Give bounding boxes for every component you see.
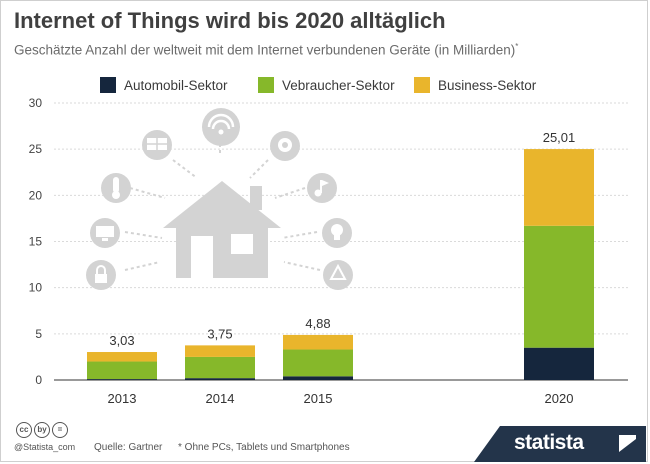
x-axis: 2013 2014 2015 2020 (108, 391, 574, 406)
recycle-icon (323, 260, 353, 290)
bar-2015-series-2 (283, 334, 353, 350)
legend-swatch-verbraucher (258, 77, 274, 93)
legend-item-automobil: Automobil-Sektor (100, 77, 228, 93)
brand-wordmark: statista (514, 431, 584, 454)
lock-icon (86, 260, 116, 290)
chart-subtitle: Geschätzte Anzahl der weltweit mit dem I… (14, 42, 518, 58)
bars (87, 149, 594, 380)
bar-2013-series-2 (87, 352, 157, 362)
legend-item-verbraucher: Vebraucher-Sektor (258, 77, 395, 93)
y-tick-label: 20 (29, 188, 43, 202)
legend-item-business: Business-Sektor (414, 77, 536, 93)
iot-illustration (86, 108, 353, 290)
statista-logo[interactable]: statista (474, 426, 646, 462)
y-tick-label: 25 (29, 142, 43, 156)
solar-panel-icon (142, 130, 172, 160)
subtitle-text: Geschätzte Anzahl der weltweit mit dem I… (14, 42, 516, 58)
wifi-icon (202, 108, 240, 146)
bar-2020-series-2 (524, 149, 594, 226)
bar-2015-series-0 (283, 376, 353, 380)
bar-2015-series-1 (283, 349, 353, 377)
bar-2014-series-1 (185, 356, 255, 379)
bar-total-label: 3,75 (207, 326, 232, 341)
bar-2014-series-0 (185, 378, 255, 380)
bar-2020-series-0 (524, 347, 594, 380)
y-tick-label: 30 (29, 96, 43, 110)
x-tick-label: 2014 (206, 391, 235, 406)
subtitle-footnote-mark: * (515, 42, 519, 51)
x-tick-label: 2013 (108, 391, 137, 406)
y-tick-label: 10 (29, 281, 43, 295)
bar-2013-series-1 (87, 361, 157, 380)
footer: cc by = @Statista_com Quelle: Gartner * … (0, 420, 650, 464)
statista-mark-icon (619, 435, 636, 452)
thermometer-icon (101, 173, 131, 203)
x-tick-label: 2015 (304, 391, 333, 406)
house-icon (163, 181, 281, 278)
legend-label-verbraucher: Vebraucher-Sektor (282, 77, 395, 93)
y-tick-label: 15 (29, 235, 43, 249)
by-icon: by (34, 422, 50, 438)
statista-handle: @Statista_com (14, 442, 76, 452)
bar-2014-series-2 (185, 345, 255, 357)
legend-swatch-automobil (100, 77, 116, 93)
bar-2013-series-0 (87, 379, 157, 380)
cc-icon: cc (16, 422, 32, 438)
monitor-icon (90, 218, 120, 248)
bar-total-label: 4,88 (305, 316, 330, 331)
nd-icon: = (52, 422, 68, 438)
cc-license-icons: cc by = (16, 422, 68, 438)
lightbulb-icon (322, 218, 352, 248)
music-icon (307, 173, 337, 203)
webcam-icon (270, 131, 300, 161)
legend-label-automobil: Automobil-Sektor (124, 77, 228, 93)
bar-total-label: 3,03 (109, 333, 134, 348)
bar-2020-series-1 (524, 225, 594, 348)
bar-total-labels: 3,03 3,75 4,88 25,01 (109, 130, 575, 348)
connector-lines (124, 132, 321, 271)
y-tick-label: 5 (35, 327, 42, 341)
bar-total-label: 25,01 (543, 130, 576, 145)
y-tick-label: 0 (35, 373, 42, 387)
legend-swatch-business (414, 77, 430, 93)
x-tick-label: 2020 (545, 391, 574, 406)
footnote-text: * Ohne PCs, Tablets und Smartphones (178, 442, 350, 453)
legend-label-business: Business-Sektor (438, 77, 537, 93)
source-text: Quelle: Gartner (94, 442, 163, 453)
chart-title: Internet of Things wird bis 2020 alltägl… (14, 8, 446, 33)
